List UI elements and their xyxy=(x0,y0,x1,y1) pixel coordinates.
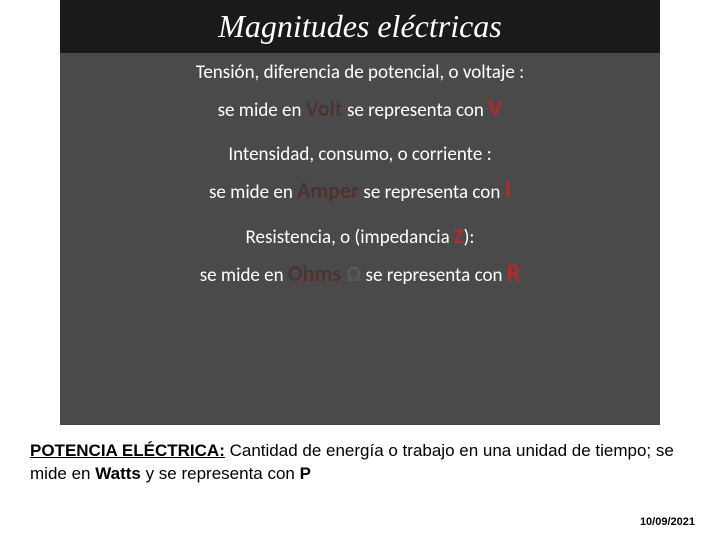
voltage-line: se mide en Volt se representa con V xyxy=(60,94,660,135)
voltage-symbol: V xyxy=(488,94,502,123)
slide-date: 10/09/2021 xyxy=(640,516,695,528)
voltage-prefix: se mide en xyxy=(218,99,306,122)
section-voltage: Tensión, diferencia de potencial, o volt… xyxy=(60,53,660,94)
resistance-mid: se representa con xyxy=(361,264,507,287)
current-line: se mide en Amper se representa con I xyxy=(60,176,660,217)
caption-area: POTENCIA ELÉCTRICA: Cantidad de energía … xyxy=(30,440,690,486)
voltage-mid: se representa con xyxy=(343,99,489,122)
caption-label: POTENCIA ELÉCTRICA: xyxy=(30,441,225,460)
slide-title: Magnitudes eléctricas xyxy=(80,8,640,45)
ohm-symbol: Ω xyxy=(341,260,361,287)
caption-text: POTENCIA ELÉCTRICA: Cantidad de energía … xyxy=(30,440,690,486)
caption-text-b: y se representa con xyxy=(141,464,300,483)
resistance-unit: Ohms xyxy=(288,260,341,287)
resistance-line: se mide en Ohms Ω se representa con R xyxy=(60,259,660,300)
current-mid: se representa con xyxy=(359,181,505,204)
resistance-heading-a: Resistencia, o (impedancia xyxy=(246,226,454,249)
voltage-unit: Volt xyxy=(306,95,343,122)
resistance-symbol: R xyxy=(507,259,521,288)
current-unit: Amper xyxy=(297,177,359,204)
section-current: Intensidad, consumo, o corriente : xyxy=(60,135,660,176)
section-resistance: Resistencia, o (impedancia Z): xyxy=(60,217,660,259)
title-bar: Magnitudes eléctricas xyxy=(60,0,660,53)
caption-p: P xyxy=(300,464,311,483)
impedance-symbol: Z xyxy=(454,225,464,249)
voltage-heading: Tensión, diferencia de potencial, o volt… xyxy=(80,61,640,84)
current-symbol: I xyxy=(505,176,511,205)
resistance-heading: Resistencia, o (impedancia Z): xyxy=(80,225,640,249)
resistance-heading-b: ): xyxy=(464,226,475,249)
current-heading: Intensidad, consumo, o corriente : xyxy=(80,143,640,166)
resistance-prefix: se mide en xyxy=(200,264,288,287)
caption-watts: Watts xyxy=(95,464,141,483)
slide-panel: Magnitudes eléctricas Tensión, diferenci… xyxy=(60,0,660,425)
current-prefix: se mide en xyxy=(209,181,297,204)
